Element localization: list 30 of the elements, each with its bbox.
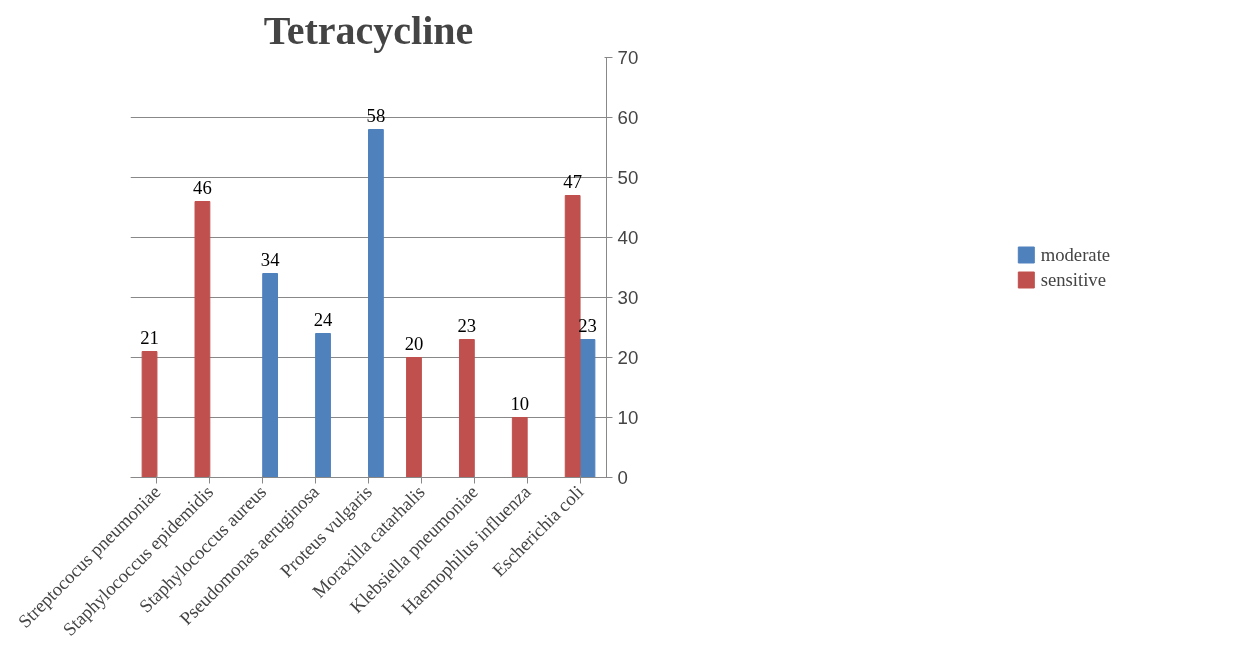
data-label: 20 xyxy=(404,332,424,354)
data-label: 34 xyxy=(260,248,281,270)
bar xyxy=(141,351,158,478)
legend-label: moderate xyxy=(1040,243,1111,266)
data-label: 58 xyxy=(366,104,386,126)
bar xyxy=(458,339,475,478)
data-label: 21 xyxy=(140,326,159,348)
bar xyxy=(368,129,384,478)
bar xyxy=(511,417,528,478)
bar xyxy=(315,333,331,478)
data-label: 47 xyxy=(563,170,582,192)
data-label: 10 xyxy=(510,392,530,414)
bar xyxy=(194,201,211,478)
bar xyxy=(406,357,422,478)
data-label: 23 xyxy=(457,314,477,336)
y-tick-label: 20 xyxy=(617,347,639,368)
y-tick-label: 70 xyxy=(617,47,639,68)
legend-label: sensitive xyxy=(1040,268,1106,291)
bar xyxy=(564,195,581,478)
data-label: 46 xyxy=(193,176,212,198)
bar xyxy=(262,273,279,478)
y-tick-label: 60 xyxy=(617,107,639,128)
y-tick-label: 50 xyxy=(617,167,639,188)
bar xyxy=(579,339,596,478)
y-tick-label: 40 xyxy=(617,227,639,248)
y-tick-label: 10 xyxy=(617,407,639,428)
data-label: 24 xyxy=(313,308,334,330)
y-tick-label: 0 xyxy=(617,467,628,488)
chart-title: Tetracycline xyxy=(263,7,474,53)
y-tick-label: 30 xyxy=(617,287,639,308)
